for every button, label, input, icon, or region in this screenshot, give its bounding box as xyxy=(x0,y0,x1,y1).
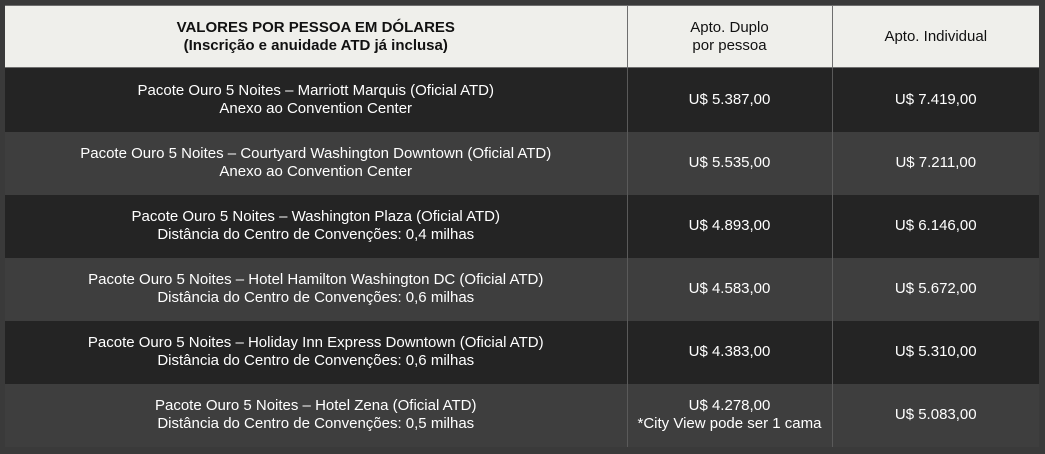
package-name: Pacote Ouro 5 Noites – Marriott Marquis … xyxy=(137,81,495,99)
header-package-title: VALORES POR PESSOA EM DÓLARES xyxy=(176,18,455,36)
table-row: Pacote Ouro 5 Noites – Holiday Inn Expre… xyxy=(5,320,1039,384)
single-price: U$ 5.083,00 xyxy=(894,406,977,423)
package-name: Pacote Ouro 5 Noites – Hotel Zena (Ofici… xyxy=(154,397,477,414)
package-cell: Pacote Ouro 5 Noites – Holiday Inn Expre… xyxy=(5,320,627,384)
double-price: U$ 5.387,00 xyxy=(688,90,771,108)
header-package-subtitle: (Inscrição e anuidade ATD já inclusa) xyxy=(183,36,448,54)
double-price-cell: U$ 4.383,00 xyxy=(626,320,832,384)
table-row: Pacote Ouro 5 Noites – Hotel Zena (Ofici… xyxy=(5,383,1039,447)
single-price-cell: U$ 7.419,00 xyxy=(831,67,1039,132)
single-price: U$ 5.310,00 xyxy=(894,343,977,360)
package-detail: Distância do Centro de Convenções: 0,5 m… xyxy=(157,415,475,432)
header-single-room: Apto. Individual xyxy=(831,5,1039,68)
single-price-cell: U$ 7.211,00 xyxy=(831,131,1039,195)
table-row: Pacote Ouro 5 Noites – Hotel Hamilton Wa… xyxy=(5,257,1039,321)
package-cell: Pacote Ouro 5 Noites – Hotel Zena (Ofici… xyxy=(5,383,627,447)
single-price: U$ 7.419,00 xyxy=(894,90,977,108)
price-table-container: VALORES POR PESSOA EM DÓLARES (Inscrição… xyxy=(5,5,1039,447)
package-cell: Pacote Ouro 5 Noites – Hotel Hamilton Wa… xyxy=(5,257,627,321)
single-price-cell: U$ 6.146,00 xyxy=(831,194,1039,258)
double-price-cell: U$ 4.583,00 xyxy=(626,257,832,321)
single-price: U$ 5.672,00 xyxy=(894,280,977,297)
package-detail: Distância do Centro de Convenções: 0,4 m… xyxy=(157,226,475,243)
double-price-cell: U$ 5.535,00 xyxy=(626,131,832,195)
package-name: Pacote Ouro 5 Noites – Hotel Hamilton Wa… xyxy=(88,271,544,288)
single-price-cell: U$ 5.310,00 xyxy=(831,320,1039,384)
price-table: VALORES POR PESSOA EM DÓLARES (Inscrição… xyxy=(5,5,1039,447)
table-row: Pacote Ouro 5 Noites – Courtyard Washing… xyxy=(5,131,1039,195)
double-price: U$ 4.383,00 xyxy=(688,343,771,360)
package-cell: Pacote Ouro 5 Noites – Marriott Marquis … xyxy=(5,67,627,132)
double-price: U$ 5.535,00 xyxy=(688,154,771,171)
double-price-cell: U$ 4.893,00 xyxy=(626,194,832,258)
double-price-cell: U$ 4.278,00 *City View pode ser 1 cama xyxy=(626,383,832,447)
package-detail: Distância do Centro de Convenções: 0,6 m… xyxy=(157,352,475,369)
double-price: U$ 4.278,00 xyxy=(688,397,771,414)
double-price: U$ 4.893,00 xyxy=(688,217,771,234)
package-cell: Pacote Ouro 5 Noites – Courtyard Washing… xyxy=(5,131,627,195)
header-double-line1: Apto. Duplo xyxy=(690,18,769,36)
package-name: Pacote Ouro 5 Noites – Washington Plaza … xyxy=(131,208,501,225)
header-package: VALORES POR PESSOA EM DÓLARES (Inscrição… xyxy=(5,5,627,68)
double-price-cell: U$ 5.387,00 xyxy=(626,67,832,132)
package-name: Pacote Ouro 5 Noites – Courtyard Washing… xyxy=(80,145,552,162)
header-single-label: Apto. Individual xyxy=(884,27,988,45)
package-detail: Anexo ao Convention Center xyxy=(219,99,413,117)
package-detail: Distância do Centro de Convenções: 0,6 m… xyxy=(157,289,475,306)
double-price: U$ 4.583,00 xyxy=(688,280,771,297)
package-name: Pacote Ouro 5 Noites – Holiday Inn Expre… xyxy=(87,334,544,351)
table-header-row: VALORES POR PESSOA EM DÓLARES (Inscrição… xyxy=(5,5,1039,68)
table-row: Pacote Ouro 5 Noites – Washington Plaza … xyxy=(5,194,1039,258)
single-price-cell: U$ 5.672,00 xyxy=(831,257,1039,321)
single-price: U$ 6.146,00 xyxy=(894,217,977,234)
table-row: Pacote Ouro 5 Noites – Marriott Marquis … xyxy=(5,67,1039,132)
package-cell: Pacote Ouro 5 Noites – Washington Plaza … xyxy=(5,194,627,258)
single-price-cell: U$ 5.083,00 xyxy=(831,383,1039,447)
package-detail: Anexo ao Convention Center xyxy=(219,163,413,180)
header-double-room: Apto. Duplo por pessoa xyxy=(626,5,832,68)
header-double-line2: por pessoa xyxy=(692,36,767,54)
double-price-note: *City View pode ser 1 cama xyxy=(637,415,822,432)
single-price: U$ 7.211,00 xyxy=(895,154,977,171)
